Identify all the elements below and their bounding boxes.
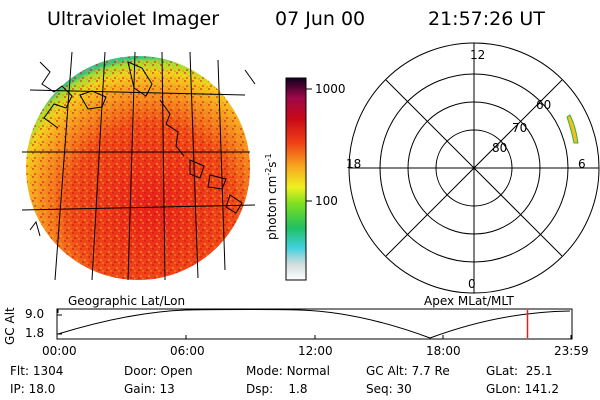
flt-label: Flt: <box>10 364 29 378</box>
xtick-label-2359: 23:59 <box>554 344 589 358</box>
mlt-label-6: 6 <box>578 157 586 171</box>
altitude-plot-frame <box>56 308 573 340</box>
time-label: 21:57:26 UT <box>428 8 545 30</box>
mode-label: Mode: <box>246 364 283 378</box>
seq-value: 30 <box>396 382 412 396</box>
ip-value: 18.0 <box>28 382 56 396</box>
status-gain: Gain: 13 <box>124 382 175 396</box>
graticule-lines <box>21 51 256 281</box>
mlt-label-18: 18 <box>346 157 362 171</box>
mlat-label-60: 60 <box>536 98 552 112</box>
xtick-label-1200: 12:00 <box>298 344 333 358</box>
status-gcalt: GC Alt: 7.7 Re <box>366 364 450 378</box>
glon-value: 141.2 <box>524 382 559 396</box>
dsp-label: Dsp: <box>246 382 274 396</box>
geographic-panel-label: Geographic Lat/Lon <box>68 294 186 308</box>
status-glon: GLon: 141.2 <box>486 382 559 396</box>
gcalt-label: GC Alt: <box>366 364 408 378</box>
auroral-fragment <box>566 114 579 144</box>
glat-value: 25.1 <box>525 364 553 378</box>
mlat-label-80: 80 <box>492 141 508 155</box>
ytick-label-1-8: 1.8 <box>25 326 45 340</box>
xtick-label-0000: 00:00 <box>42 344 77 358</box>
status-dsp: Dsp: 1.8 <box>246 382 308 396</box>
mlt-label-0: 0 <box>468 277 476 291</box>
seq-label: Seq: <box>366 382 393 396</box>
apex-panel-label: Apex MLat/MLT <box>424 294 514 308</box>
status-ip: IP: 18.0 <box>10 382 55 396</box>
xtick-label-0600: 06:00 <box>170 344 205 358</box>
door-value: Open <box>160 364 193 378</box>
colorbar-tick-label-100: 100 <box>315 194 338 208</box>
glat-label: GLat: <box>486 364 519 378</box>
status-mode: Mode: Normal <box>246 364 330 378</box>
glon-label: GLon: <box>486 382 521 396</box>
flt-value: 1304 <box>32 364 64 378</box>
status-flt: Flt: 1304 <box>10 364 63 378</box>
status-glat: GLat: 25.1 <box>486 364 552 378</box>
coastline-outlines <box>29 61 256 237</box>
status-seq: Seq: 30 <box>366 382 412 396</box>
gain-value: 13 <box>159 382 175 396</box>
app-title: Ultraviolet Imager <box>47 8 220 30</box>
door-label: Door: <box>124 364 157 378</box>
gain-label: Gain: <box>124 382 156 396</box>
altitude-ylabel: GC Alt <box>3 307 17 345</box>
xtick-label-1800: 18:00 <box>426 344 461 358</box>
status-door: Door: Open <box>124 364 193 378</box>
ip-label: IP: <box>10 382 25 396</box>
date-label: 07 Jun 00 <box>275 8 366 30</box>
mlat-label-70: 70 <box>512 121 528 135</box>
gcalt-value: 7.7 Re <box>411 364 450 378</box>
altitude-ylabel-wrap: GC Alt <box>3 307 17 359</box>
mlt-label-12: 12 <box>470 48 486 62</box>
ytick-label-9: 9.0 <box>25 307 45 321</box>
altitude-curve <box>57 309 571 339</box>
polar-diagonal-2 <box>385 79 563 257</box>
colorbar-tick-label-1000: 1000 <box>315 82 346 96</box>
dsp-value: 1.8 <box>288 382 308 396</box>
mode-value: Normal <box>286 364 330 378</box>
